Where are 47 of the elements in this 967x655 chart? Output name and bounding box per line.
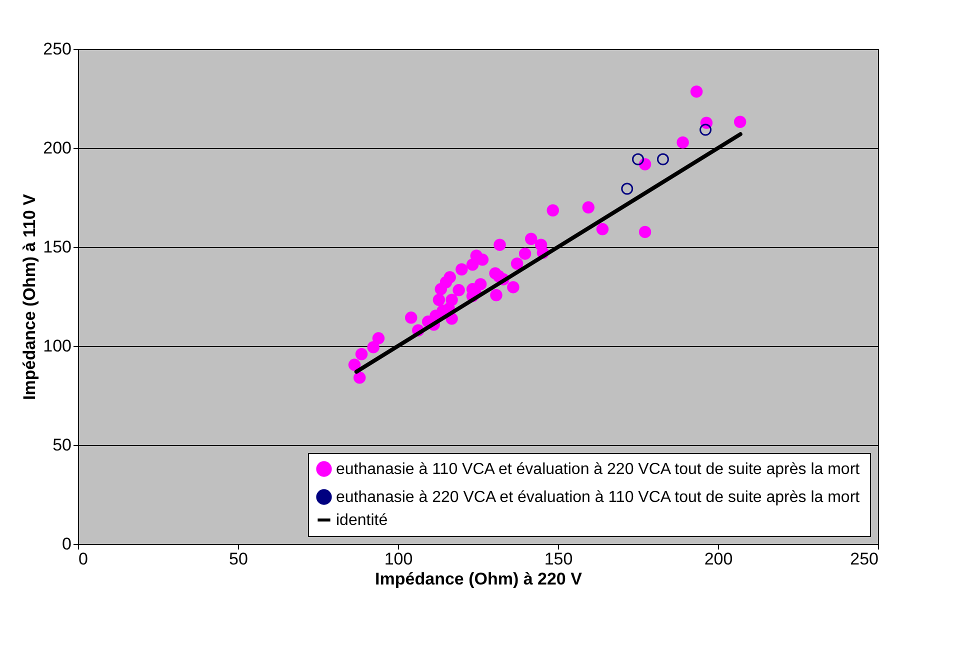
y-tick-label: 100 (43, 336, 72, 356)
legend-label: identité (336, 512, 388, 529)
legend-label: euthanasie à 110 VCA et évaluation à 220 VCA tout de suite après la mort (336, 461, 860, 478)
point (656, 153, 669, 166)
point (582, 201, 595, 214)
point (494, 238, 506, 251)
point (621, 182, 634, 195)
x-tick-label: 0 (78, 550, 88, 568)
point (546, 204, 560, 216)
x-tick-label: 50 (229, 550, 248, 568)
y-axis-title: Impédance (Ohm) à 110 V (20, 193, 40, 400)
point (476, 254, 489, 266)
point (596, 223, 609, 236)
point (490, 289, 502, 302)
y-tick-label: 50 (52, 436, 72, 454)
point (524, 232, 538, 245)
point (452, 284, 465, 296)
legend-label: euthanasie à 220 VCA et évaluation à 110 VCA tout de suite après la mort (336, 489, 860, 506)
point (518, 248, 532, 260)
x-tick-label: 200 (704, 550, 733, 568)
x-tick-label: 150 (544, 550, 573, 568)
point (404, 312, 418, 324)
x-tick-label: 250 (850, 550, 878, 568)
point (432, 294, 446, 306)
y-tick-label: 150 (43, 238, 72, 256)
point (734, 116, 746, 128)
point (466, 258, 479, 271)
x-axis-title: Impédance (Ohm) à 220 V (375, 570, 583, 588)
point (474, 278, 487, 290)
y-tick-label: 0 (62, 534, 72, 554)
y-tick-label: 250 (43, 40, 72, 58)
point (355, 348, 368, 360)
point (690, 85, 703, 98)
x-tick-label: 100 (384, 550, 413, 568)
point (507, 281, 520, 294)
point (353, 372, 366, 384)
point (700, 124, 712, 136)
point (348, 358, 361, 371)
point (434, 283, 448, 296)
point (638, 226, 652, 238)
point (456, 263, 468, 276)
point (510, 258, 524, 270)
point (367, 341, 380, 354)
point (676, 136, 689, 149)
y-tick-label: 200 (43, 138, 72, 158)
point (632, 153, 644, 166)
point (372, 332, 385, 344)
